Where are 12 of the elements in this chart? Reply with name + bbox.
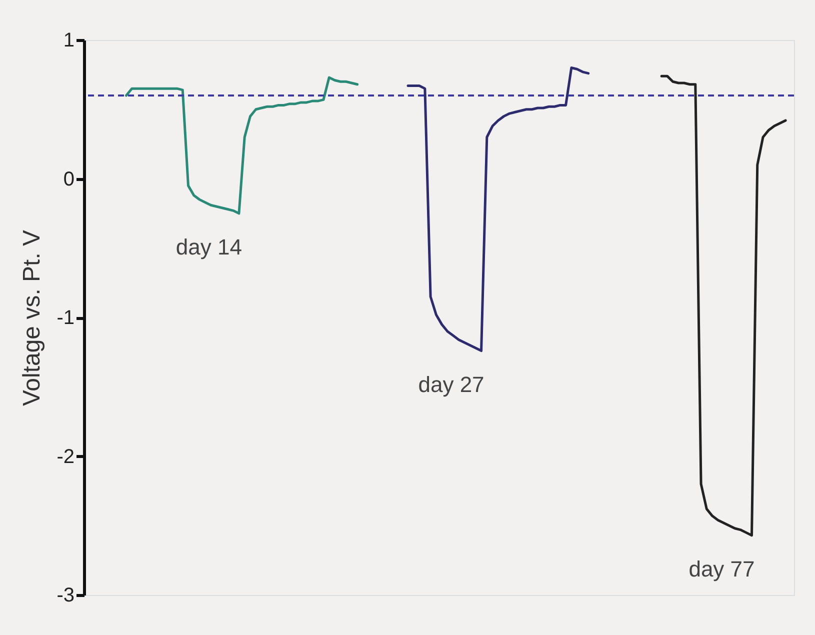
line-series (660, 74, 787, 537)
series-label: day 27 (418, 372, 484, 397)
y-tick-label: -1 (56, 307, 74, 329)
line-series (125, 76, 359, 215)
line-series (406, 66, 590, 352)
y-tick-label: 0 (63, 168, 74, 190)
series-label: day 14 (176, 234, 242, 260)
y-tick-label: -2 (56, 446, 74, 468)
y-tick-label: -3 (56, 584, 74, 606)
y-tick-label: 1 (63, 30, 74, 52)
series-label: day 77 (688, 556, 755, 582)
y-axis-title: Voltage vs. Pt. V (18, 230, 46, 406)
